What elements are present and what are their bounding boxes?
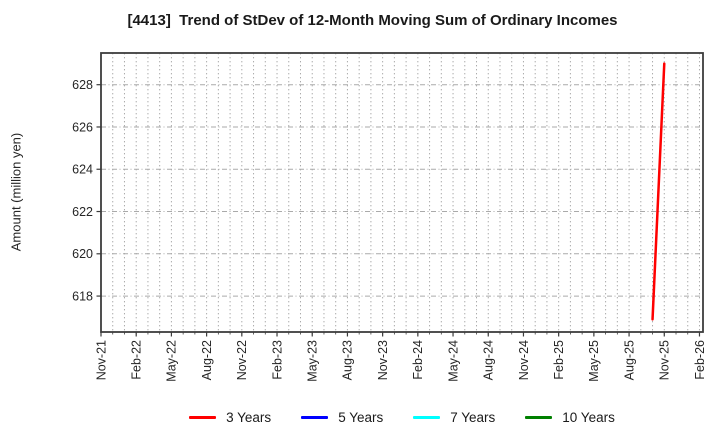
legend-item-7-years: 7 Years <box>413 410 495 425</box>
x-tick-label: Aug-22 <box>200 340 214 380</box>
x-tick-label: Feb-24 <box>411 340 425 380</box>
y-gridlines <box>101 84 703 297</box>
legend-swatch-7-years <box>413 415 441 419</box>
legend-item-5-years: 5 Years <box>301 410 383 425</box>
legend-swatch-5-years <box>301 415 329 419</box>
x-major-ticks <box>100 332 701 337</box>
x-tick-label: Nov-25 <box>658 340 672 380</box>
x-tick-label: Feb-25 <box>552 340 566 380</box>
x-tick-label: Nov-22 <box>235 340 249 380</box>
x-tick-label: Aug-23 <box>341 340 355 380</box>
x-tick-label: Feb-23 <box>270 340 284 380</box>
x-tick-label: Feb-26 <box>693 340 707 380</box>
legend-label-7-years: 7 Years <box>450 409 496 425</box>
legend-item-10-years: 10 Years <box>525 410 615 425</box>
series-line-3-years <box>651 62 666 321</box>
y-tick-label: 620 <box>72 247 93 261</box>
x-tick-label: May-22 <box>165 340 179 382</box>
chart-title: [4413] Trend of StDev of 12-Month Moving… <box>127 12 618 29</box>
x-tick-label: Aug-25 <box>622 340 636 380</box>
legend-label-5-years: 5 Years <box>338 409 384 425</box>
x-tick-label: May-25 <box>587 340 601 382</box>
legend-label-10-years: 10 Years <box>562 409 615 425</box>
x-tick-label: Aug-24 <box>482 340 496 380</box>
y-ticks <box>96 84 101 297</box>
x-tick-label: Feb-22 <box>130 340 144 380</box>
y-tick-label: 618 <box>72 289 93 303</box>
plot-frame <box>100 52 704 333</box>
x-tick-label: Nov-24 <box>517 340 531 380</box>
y-tick-label: 626 <box>72 120 93 134</box>
y-tick-label: 628 <box>72 78 93 92</box>
x-gridlines <box>100 53 700 332</box>
y-tick-label: 622 <box>72 205 93 219</box>
legend-item-3-years: 3 Years <box>189 410 271 425</box>
x-tick-label: Nov-21 <box>94 340 108 380</box>
x-tick-label: May-23 <box>306 340 320 382</box>
y-tick-labels: 618 620 622 624 626 628 <box>72 78 93 303</box>
legend-swatch-10-years <box>525 415 553 419</box>
legend: 3 Years 5 Years 7 Years 10 Years <box>101 404 703 430</box>
x-tick-label: May-24 <box>446 340 460 382</box>
legend-swatch-3-years <box>189 415 217 419</box>
x-tick-label: Nov-23 <box>376 340 390 380</box>
x-tick-labels: Nov-21 Feb-22 May-22 Aug-22 Nov-22 Feb-23 May-… <box>94 340 706 382</box>
y-tick-label: 624 <box>72 163 93 177</box>
legend-label-3-years: 3 Years <box>226 409 272 425</box>
